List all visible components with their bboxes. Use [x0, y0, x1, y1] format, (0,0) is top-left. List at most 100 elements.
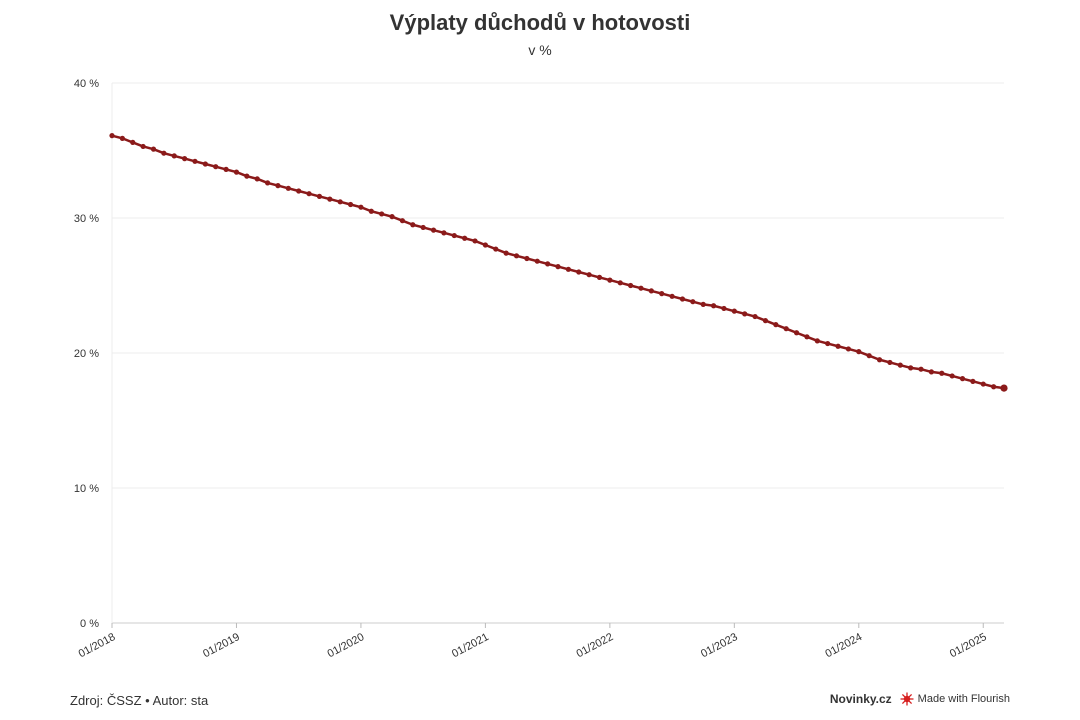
data-point	[959, 376, 966, 382]
x-tick-label: 01/2021	[450, 631, 491, 660]
x-tick-label: 01/2024	[823, 631, 864, 660]
data-point	[213, 164, 219, 170]
data-point	[347, 201, 354, 208]
data-point	[182, 156, 188, 162]
flourish-credit[interactable]: Made with Flourish	[900, 692, 1010, 706]
brand-logo[interactable]: Novinky.cz	[829, 692, 892, 706]
x-tick-label: 01/2019	[201, 631, 242, 660]
data-point	[856, 349, 862, 355]
y-tick-label: 10 %	[74, 483, 99, 495]
x-tick-label: 01/2020	[326, 631, 367, 660]
data-point	[534, 258, 540, 264]
line-chart: 0 % 10 % 20 % 30 % 40 % 01/2018 01/2019 01/202…	[74, 78, 1008, 660]
data-point	[327, 196, 333, 202]
data-point	[700, 301, 706, 307]
x-tick-label: 01/2022	[575, 631, 616, 660]
data-point	[617, 280, 623, 286]
data-point	[513, 253, 520, 259]
footer-branding: Novinky.cz Made with Flourish	[830, 692, 1010, 706]
source-credit: Zdroj: ČSSZ • Autor: sta	[70, 693, 209, 708]
data-point	[918, 366, 924, 372]
data-point	[420, 224, 426, 231]
data-point	[109, 133, 115, 139]
data-point	[223, 166, 229, 172]
y-tick-label: 30 %	[74, 213, 99, 225]
data-point	[721, 305, 727, 312]
data-point	[690, 299, 696, 305]
x-tick-label: 01/2025	[948, 631, 989, 660]
data-point	[171, 153, 177, 159]
chart-title: Výplaty důchodů v hotovosti	[389, 10, 691, 35]
data-point	[845, 346, 852, 352]
data-point	[337, 199, 343, 205]
data-point	[503, 250, 509, 256]
data-point	[410, 222, 416, 228]
y-tick-label: 20 %	[74, 348, 99, 360]
x-tick-label: 01/2018	[77, 631, 118, 660]
data-point	[296, 188, 302, 194]
data-point	[876, 357, 883, 363]
data-point	[555, 264, 561, 270]
data-point	[389, 214, 395, 220]
data-point	[752, 313, 758, 320]
data-point	[991, 384, 997, 390]
data-point	[150, 146, 157, 152]
data-point	[472, 238, 478, 244]
data-point	[119, 135, 125, 141]
data-point	[835, 343, 841, 349]
data-point	[949, 373, 955, 379]
x-tick-label: 01/2023	[699, 631, 740, 660]
x-axis: 01/2018 01/2019 01/2020 01/2021 01/2022 01/20…	[77, 623, 989, 660]
data-point	[482, 242, 488, 248]
data-point	[275, 183, 281, 189]
data-point	[638, 285, 644, 291]
flourish-icon	[900, 692, 914, 706]
data-point	[451, 232, 457, 239]
data-point	[628, 282, 634, 289]
series	[109, 133, 1008, 392]
data-point	[928, 369, 934, 375]
data-point	[254, 176, 260, 182]
data-point	[565, 266, 571, 272]
data-point	[669, 293, 675, 299]
data-point	[825, 340, 831, 347]
data-point	[908, 365, 914, 371]
data-point	[710, 303, 717, 309]
data-point	[762, 318, 769, 324]
grid	[111, 82, 1004, 624]
data-point	[804, 334, 810, 340]
series-line	[111, 134, 1005, 390]
y-axis: 0 % 10 % 20 % 30 % 40 %	[74, 78, 99, 630]
data-point	[233, 169, 240, 175]
data-point	[887, 359, 893, 366]
data-point	[441, 230, 447, 236]
data-point	[1000, 384, 1008, 392]
data-point	[545, 261, 551, 267]
data-point	[793, 330, 800, 336]
data-point	[430, 227, 437, 233]
y-tick-label: 0 %	[80, 618, 99, 630]
data-point	[970, 378, 976, 384]
data-point	[244, 173, 250, 179]
data-point	[773, 322, 779, 328]
data-point	[306, 191, 312, 197]
data-point	[264, 180, 271, 186]
data-point	[576, 269, 582, 275]
data-point	[607, 277, 613, 283]
data-point	[316, 193, 323, 199]
data-point	[524, 255, 530, 262]
data-point	[897, 362, 903, 368]
data-point	[358, 204, 364, 210]
data-point	[939, 370, 945, 376]
data-point	[161, 150, 167, 156]
data-point	[130, 139, 136, 145]
data-point	[285, 185, 291, 191]
data-point	[783, 326, 789, 332]
y-tick-label: 40 %	[74, 78, 99, 90]
data-point	[866, 353, 872, 359]
data-point	[493, 246, 499, 252]
data-point	[742, 311, 748, 317]
data-point	[140, 143, 146, 150]
data-point	[731, 308, 737, 314]
data-point	[368, 208, 374, 214]
